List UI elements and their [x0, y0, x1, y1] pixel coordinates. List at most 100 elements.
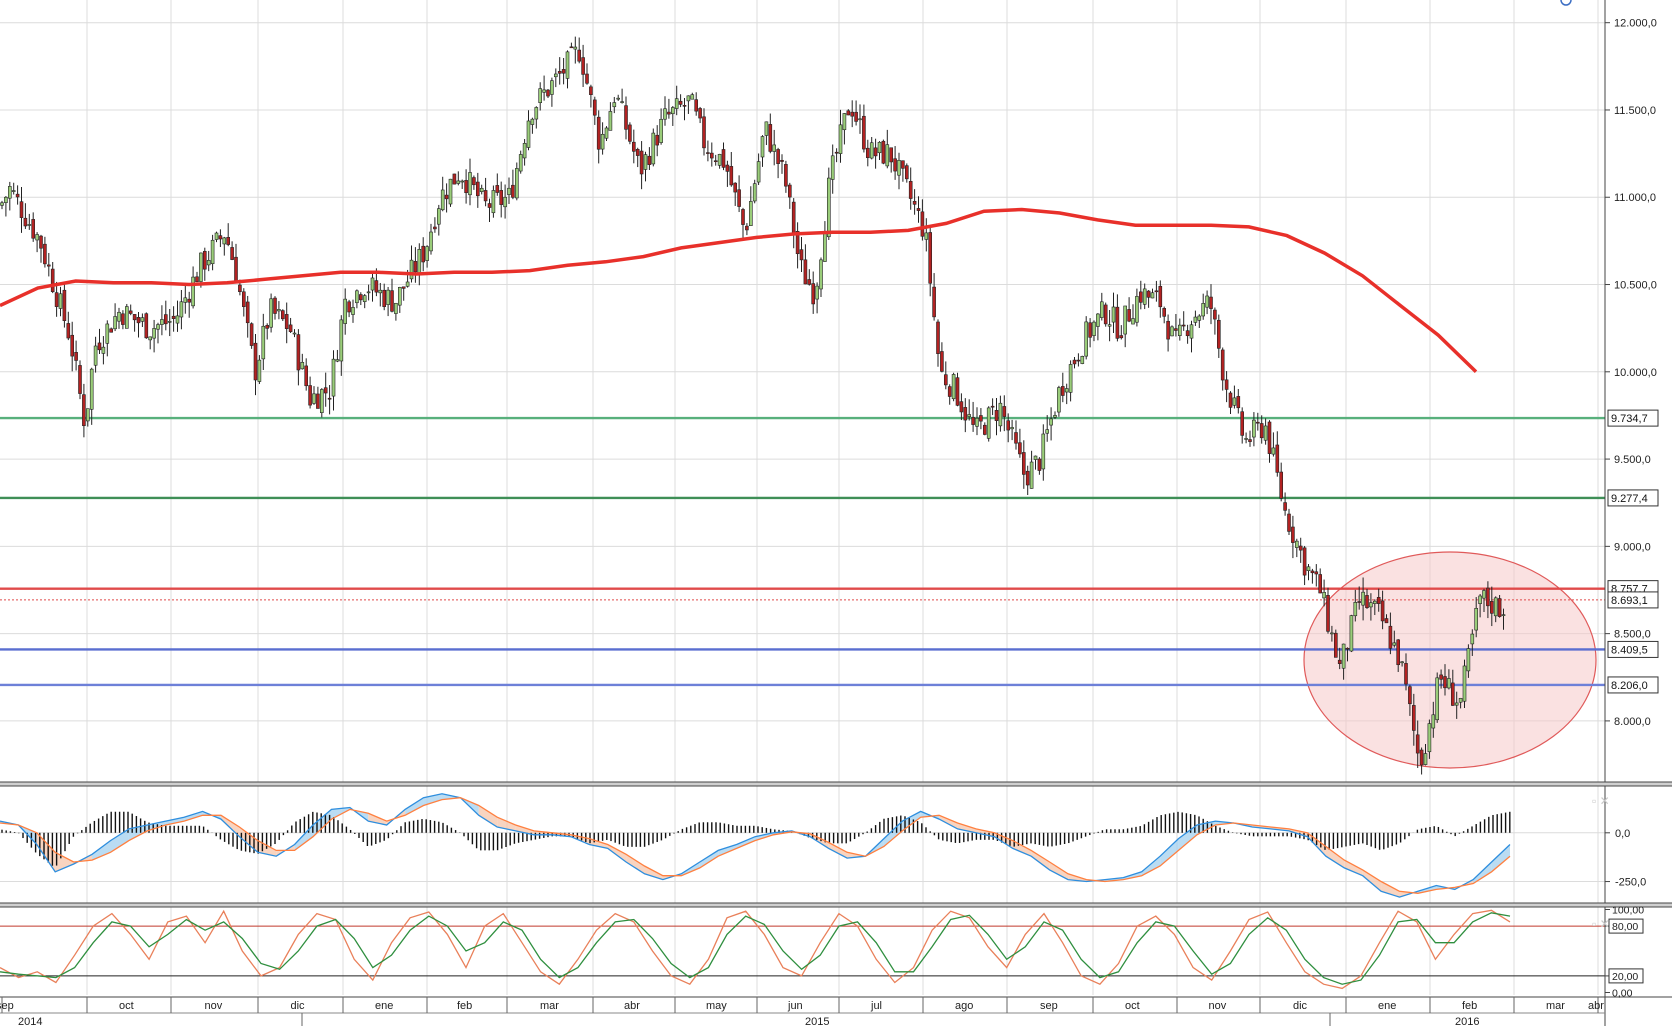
candle-body	[1306, 566, 1311, 571]
price-tick-label: 8.000,0	[1614, 716, 1651, 728]
candle-body	[1228, 392, 1233, 408]
level-value-box	[1607, 640, 1659, 658]
candle-body	[596, 116, 601, 150]
candle-body	[370, 277, 375, 291]
candle-body	[850, 111, 855, 117]
candle-body	[195, 276, 199, 283]
macd-panel-controls-icon[interactable]: ▫ ✕	[1592, 794, 1610, 808]
macd-area	[147, 821, 166, 831]
candle-body	[117, 311, 121, 322]
candle-body	[869, 142, 874, 159]
candle-body	[121, 313, 125, 325]
candle-body	[1412, 705, 1416, 731]
candle-body	[858, 118, 862, 121]
candle-body	[358, 294, 363, 301]
candle-body	[417, 248, 422, 274]
candle-body	[1501, 614, 1506, 616]
candle-body	[1259, 423, 1264, 439]
candle-body	[343, 298, 348, 324]
price-tick-label: 10.000,0	[1614, 367, 1657, 379]
candle-body	[1154, 290, 1159, 293]
candle-body	[386, 289, 390, 305]
candle-body	[448, 178, 453, 205]
candle-body	[218, 235, 223, 240]
candle-body	[8, 186, 12, 199]
candle-body	[440, 189, 445, 211]
candle-body	[222, 237, 227, 245]
candle-body	[265, 325, 270, 329]
candle-body	[39, 235, 43, 249]
candle-body	[511, 184, 515, 198]
candle-body	[522, 143, 527, 159]
candle-body	[854, 111, 858, 122]
candle-body	[538, 88, 543, 103]
level-value-label: 9.277,4	[1611, 493, 1648, 505]
candle-body	[573, 46, 578, 50]
macd-area	[1031, 850, 1050, 870]
level-value-label: 8.693,1	[1611, 595, 1648, 607]
time-month-label: sep	[1040, 1000, 1058, 1012]
candle-body	[600, 133, 605, 150]
candle-body	[936, 321, 940, 354]
candle-body	[128, 310, 133, 314]
candle-body	[230, 247, 234, 260]
candle-body	[444, 194, 449, 200]
candle-body	[1462, 665, 1467, 702]
candle-body	[667, 111, 671, 115]
candle-body	[1279, 471, 1283, 499]
candle-body	[955, 377, 960, 406]
candle-body	[50, 268, 55, 292]
candle-body	[113, 316, 117, 330]
candle-body	[1318, 574, 1322, 594]
candle-body	[475, 181, 480, 197]
candle-body	[807, 279, 812, 285]
settings-icon[interactable]	[1560, 0, 1572, 6]
candle-body	[11, 190, 16, 192]
candle-body	[1493, 597, 1498, 617]
stoch-panel-controls-icon[interactable]: ▫ ✕	[1592, 917, 1610, 931]
candle-body	[203, 251, 207, 270]
candle-body	[206, 260, 211, 266]
candle-body	[43, 243, 47, 265]
candle-body	[1376, 597, 1381, 604]
time-month-label: ago	[955, 1000, 973, 1012]
stoch-line	[0, 909, 1511, 990]
candle-body	[1252, 419, 1256, 438]
time-month-label: nov	[205, 1000, 223, 1012]
candle-body	[1080, 356, 1085, 364]
candle-body	[491, 190, 496, 214]
candle-body	[1256, 421, 1260, 424]
candle-body	[1326, 595, 1330, 632]
candle-body	[1392, 642, 1397, 646]
candle-body	[456, 180, 461, 184]
candle-body	[737, 189, 741, 207]
candle-body	[390, 290, 394, 312]
candle-body	[924, 232, 929, 240]
candle-body	[499, 190, 504, 205]
candle-body	[791, 201, 796, 235]
level-value-box	[1607, 676, 1659, 694]
candle-body	[78, 365, 82, 394]
candle-body	[468, 172, 472, 196]
candle-body	[1341, 643, 1346, 669]
macd-area	[718, 844, 737, 857]
candle-body	[819, 259, 823, 290]
candle-body	[316, 393, 320, 409]
candle-body	[1045, 429, 1049, 434]
candle-body	[678, 100, 683, 105]
candle-body	[362, 295, 367, 302]
time-month-label: oct	[1125, 1000, 1140, 1012]
level-value-box	[1607, 489, 1659, 507]
candle-body	[604, 127, 609, 139]
macd-area	[110, 828, 129, 853]
candle-body	[772, 144, 777, 152]
candle-body	[690, 94, 695, 100]
candle-body	[1010, 427, 1014, 430]
candle-body	[401, 286, 406, 289]
candle-body	[748, 201, 753, 226]
macd-area	[239, 826, 258, 853]
candle-body	[464, 180, 468, 194]
candle-body	[694, 99, 699, 112]
candle-body	[160, 319, 164, 325]
